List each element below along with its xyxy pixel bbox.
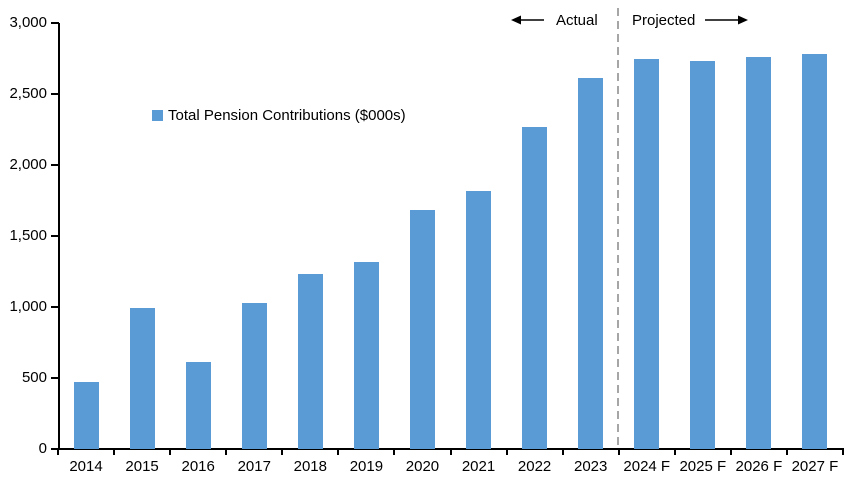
y-tick (51, 377, 59, 379)
bar-2027-f (802, 53, 828, 449)
bar-2015 (129, 308, 155, 449)
actual-left-arrow-icon (511, 15, 544, 25)
x-tick (729, 449, 732, 455)
projected-label: Projected (632, 12, 696, 29)
y-tick (51, 164, 59, 166)
y-tick-label: 3,000 (9, 14, 47, 31)
category-label: 2018 (293, 458, 327, 475)
category-label: 2023 (573, 458, 608, 475)
y-tick-label: 1,500 (9, 227, 47, 244)
x-tick (617, 449, 620, 455)
x-tick (449, 449, 452, 455)
y-tick (51, 93, 59, 95)
bar-2023 (578, 78, 604, 449)
actual-projected-divider-line (617, 8, 619, 449)
y-tick-label: 1,000 (9, 298, 47, 315)
x-tick (337, 449, 340, 455)
x-axis-line (51, 448, 844, 450)
legend-marker-square (152, 110, 163, 121)
x-tick (113, 449, 116, 455)
y-tick-label: 2,500 (9, 85, 47, 102)
category-label: 2024 F (623, 458, 671, 475)
bar-2026-f (746, 57, 772, 449)
bar-2017 (241, 303, 267, 449)
x-tick (281, 449, 284, 455)
category-label: 2026 F (735, 458, 783, 475)
x-tick (785, 449, 788, 455)
legend-label: Total Pension Contributions ($000s) (168, 107, 406, 124)
category-label: 2020 (405, 458, 440, 475)
category-label: 2027 F (791, 458, 839, 475)
category-label: 2019 (349, 458, 384, 475)
x-tick (561, 449, 564, 455)
y-tick (51, 448, 59, 450)
y-axis-line (58, 23, 60, 450)
bar-2014 (73, 382, 99, 449)
y-tick (51, 22, 59, 24)
bar-2024-f (634, 58, 660, 449)
x-tick (505, 449, 508, 455)
x-tick (393, 449, 396, 455)
category-label: 2015 (125, 458, 159, 475)
bar-2022 (522, 126, 548, 449)
actual-label: Actual (556, 12, 598, 29)
y-tick-label: 500 (21, 369, 47, 386)
bar-2025-f (690, 60, 716, 449)
category-label: 2014 (69, 458, 103, 475)
x-tick (169, 449, 172, 455)
x-tick (225, 449, 228, 455)
y-tick-label: 0 (38, 440, 47, 457)
x-tick (842, 449, 844, 455)
y-tick-label: 2,000 (9, 156, 47, 173)
category-label: 2022 (517, 458, 552, 475)
category-label: 2021 (461, 458, 496, 475)
category-label: 2017 (237, 458, 271, 475)
projected-right-arrow-icon (705, 15, 748, 25)
bar-2016 (185, 362, 211, 449)
x-tick (57, 449, 59, 455)
bar-2019 (353, 261, 379, 449)
category-label: 2016 (181, 458, 215, 475)
bar-2021 (466, 191, 492, 449)
bar-2018 (297, 274, 323, 449)
x-tick (673, 449, 676, 455)
y-tick (51, 235, 59, 237)
bar-2020 (409, 210, 435, 449)
legend: Total Pension Contributions ($000s) (152, 107, 406, 124)
y-tick (51, 306, 59, 308)
category-label: 2025 F (679, 458, 727, 475)
